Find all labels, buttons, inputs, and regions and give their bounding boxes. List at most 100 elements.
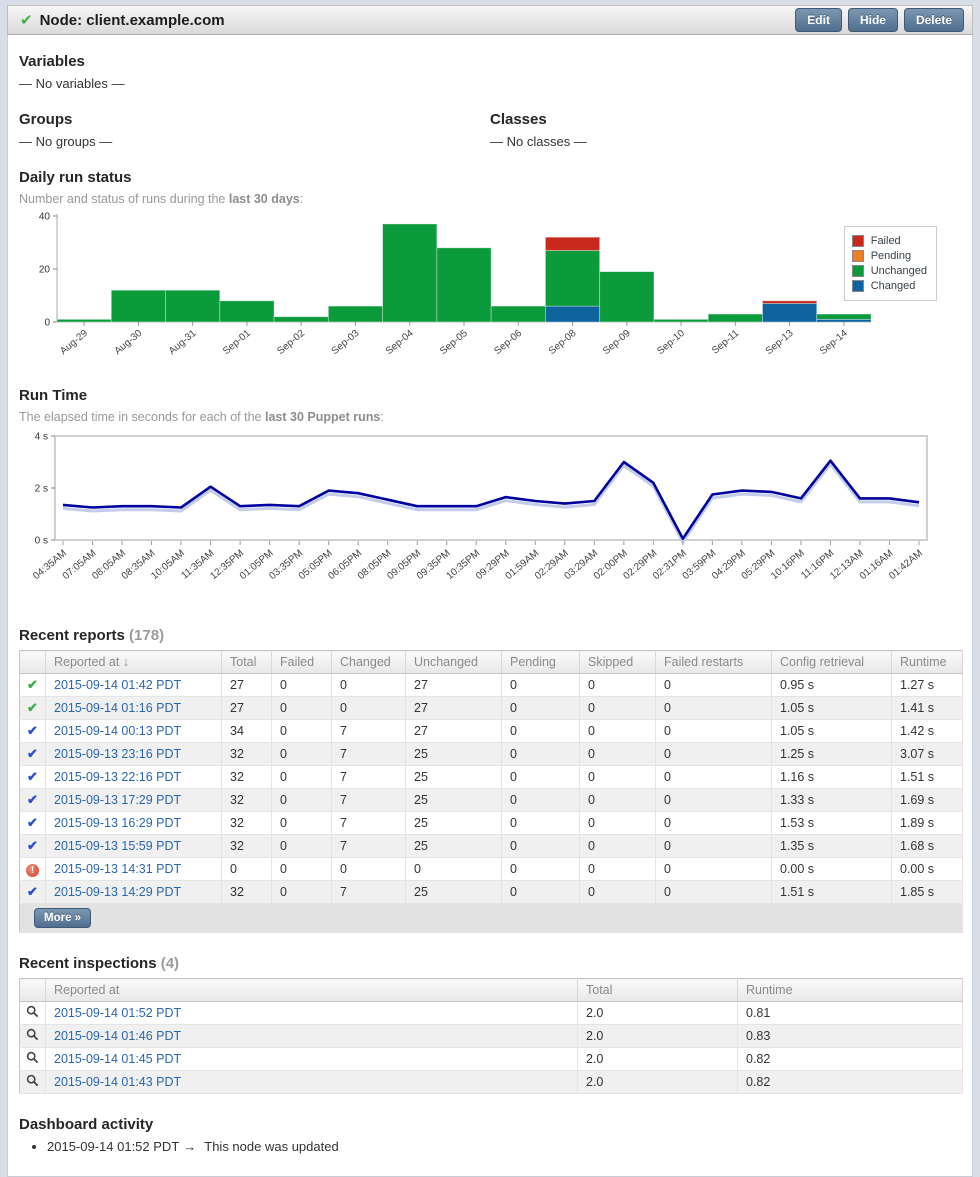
report-value-cell: 0 [579,811,656,835]
report-value-cell: 0 [271,696,332,720]
report-value-cell: 0 [501,719,580,743]
inspection-link[interactable]: 2015-09-14 01:45 PDT [54,1052,182,1066]
legend-swatch-failed [851,235,864,247]
report-value-cell: 32 [221,811,272,835]
report-value-cell: 0 [331,857,406,881]
bar-segment-unchanged [653,318,709,323]
report-value-cell: 0 [579,880,656,904]
column-header: Failed [271,650,332,674]
report-status-cell: ✔ [19,834,46,858]
bar-x-label: Sep-02 [275,328,307,357]
svg-text:0: 0 [44,318,50,329]
inspection-row: 2015-09-14 01:43 PDT 2.0 0.82 [19,1070,963,1094]
report-value-cell: 0 [655,742,772,766]
report-value-cell: 0 [579,834,656,858]
bar-segment-unchanged [545,250,601,307]
legend-swatch-changed [851,280,864,292]
report-link[interactable]: 2015-09-13 17:29 PDT [54,793,182,807]
report-value-cell: 7 [331,834,406,858]
report-link[interactable]: 2015-09-13 23:16 PDT [54,747,182,761]
svg-text:2 s: 2 s [35,484,48,495]
classes-section: Classes — No classes — [490,95,961,153]
bar-x-label: Sep-13 [764,328,796,357]
report-link[interactable]: 2015-09-13 22:16 PDT [54,770,182,784]
bar-segment-unchanged [56,318,112,323]
report-row: ✔ 2015-09-14 01:42 PDT 27 0 0 27 0 0 0 0.95 s 1.27… [19,673,963,697]
report-value-cell: 32 [221,765,272,789]
node-status-check-icon: ✔ [20,12,33,29]
report-value-cell: 0 [331,673,406,697]
inspection-link[interactable]: 2015-09-14 01:46 PDT [54,1029,182,1043]
bar-x-label: Sep-06 [492,328,524,357]
report-value-cell: 1.33 s [771,788,892,812]
status-changed-check-icon: ✔ [27,815,38,830]
more-reports-button[interactable]: More » [34,908,92,928]
report-value-cell: 7 [331,811,406,835]
run-time-subtitle: The elapsed time in seconds for each of … [19,410,384,424]
bar-x-label: Sep-08 [547,328,579,357]
reports-table-header: Reported at ↓ Total Failed Changed Unchanged… [19,650,963,674]
report-link[interactable]: 2015-09-14 01:42 PDT [54,678,182,692]
groups-heading: Groups [19,111,73,128]
report-value-cell: 0 [655,834,772,858]
bar-segment-unchanged [273,316,329,323]
activity-timestamp: 2015-09-14 01:52 PDT [47,1139,180,1154]
status-unchanged-check-icon: ✔ [27,677,38,692]
inspection-link[interactable]: 2015-09-14 01:52 PDT [54,1006,182,1020]
report-link[interactable]: 2015-09-14 00:13 PDT [54,724,182,738]
report-value-cell: 1.41 s [891,696,963,720]
report-value-cell: 0 [579,742,656,766]
run-time-line-shadow [62,462,920,544]
legend-label: Unchanged [870,265,927,277]
recent-reports-heading: Recent reports (178) [19,627,165,644]
inspection-row: 2015-09-14 01:52 PDT 2.0 0.81 [19,1001,963,1025]
legend-label: Pending [870,250,912,262]
delete-button[interactable]: Delete [903,8,964,32]
report-link[interactable]: 2015-09-13 14:29 PDT [54,885,182,899]
inspection-value-cell: 2.0 [577,1024,738,1048]
node-title-bar: ✔ Node: client.example.com Edit Hide Del… [7,5,973,35]
bar-segment-unchanged [816,313,872,320]
edit-button[interactable]: Edit [795,8,842,32]
inspection-link[interactable]: 2015-09-14 01:43 PDT [54,1075,182,1089]
column-header[interactable]: Reported at ↓ [45,650,222,674]
report-value-cell: 1.25 s [771,742,892,766]
report-value-cell: 0 [501,857,580,881]
report-link[interactable]: 2015-09-13 15:59 PDT [54,839,182,853]
hide-button[interactable]: Hide [847,8,898,32]
column-header: Skipped [579,650,656,674]
report-value-cell: 25 [405,788,502,812]
bar-x-label: Aug-29 [58,328,90,357]
daily-run-status-chart: 0 20 40 Aug-29 Aug-30 Aug-31 Sep-01 Sep-02 Sep-0… [19,210,961,371]
magnifier-icon [26,1074,39,1087]
report-row: ✔ 2015-09-13 22:16 PDT 32 0 7 25 0 0 0 1.16 s 1.51… [19,765,963,789]
report-value-cell: 7 [331,880,406,904]
report-value-cell: 3.07 s [891,742,963,766]
bar-x-label: Sep-01 [221,328,253,357]
report-value-cell: 27 [405,673,502,697]
bar-segment-unchanged [490,305,546,323]
report-row: ✔ 2015-09-14 00:13 PDT 34 0 7 27 0 0 0 1.05 s 1.42… [19,719,963,743]
inspection-icon-cell [19,1047,46,1071]
inspection-row: 2015-09-14 01:46 PDT 2.0 0.83 [19,1024,963,1048]
bar-segment-changed [545,305,601,323]
column-header[interactable]: Reported at [45,978,578,1002]
report-link[interactable]: 2015-09-13 14:31 PDT [54,862,182,876]
report-timestamp-cell: 2015-09-13 22:16 PDT [45,765,222,789]
bar-segment-failed [545,236,601,251]
report-link[interactable]: 2015-09-13 16:29 PDT [54,816,182,830]
report-value-cell: 25 [405,811,502,835]
report-row: ✔ 2015-09-13 17:29 PDT 32 0 7 25 0 0 0 1.33 s 1.69… [19,788,963,812]
report-value-cell: 1.27 s [891,673,963,697]
groups-section: Groups — No groups — [19,95,490,153]
report-value-cell: 0 [655,673,772,697]
report-value-cell: 0 [501,742,580,766]
bar-x-label: Sep-09 [601,328,633,357]
report-value-cell: 0 [271,788,332,812]
legend-item: Failed [851,235,927,247]
inspection-value-cell: 0.83 [737,1024,963,1048]
report-timestamp-cell: 2015-09-13 14:29 PDT [45,880,222,904]
report-link[interactable]: 2015-09-14 01:16 PDT [54,701,182,715]
svg-text:0 s: 0 s [35,536,48,547]
report-status-cell: ✔ [19,742,46,766]
